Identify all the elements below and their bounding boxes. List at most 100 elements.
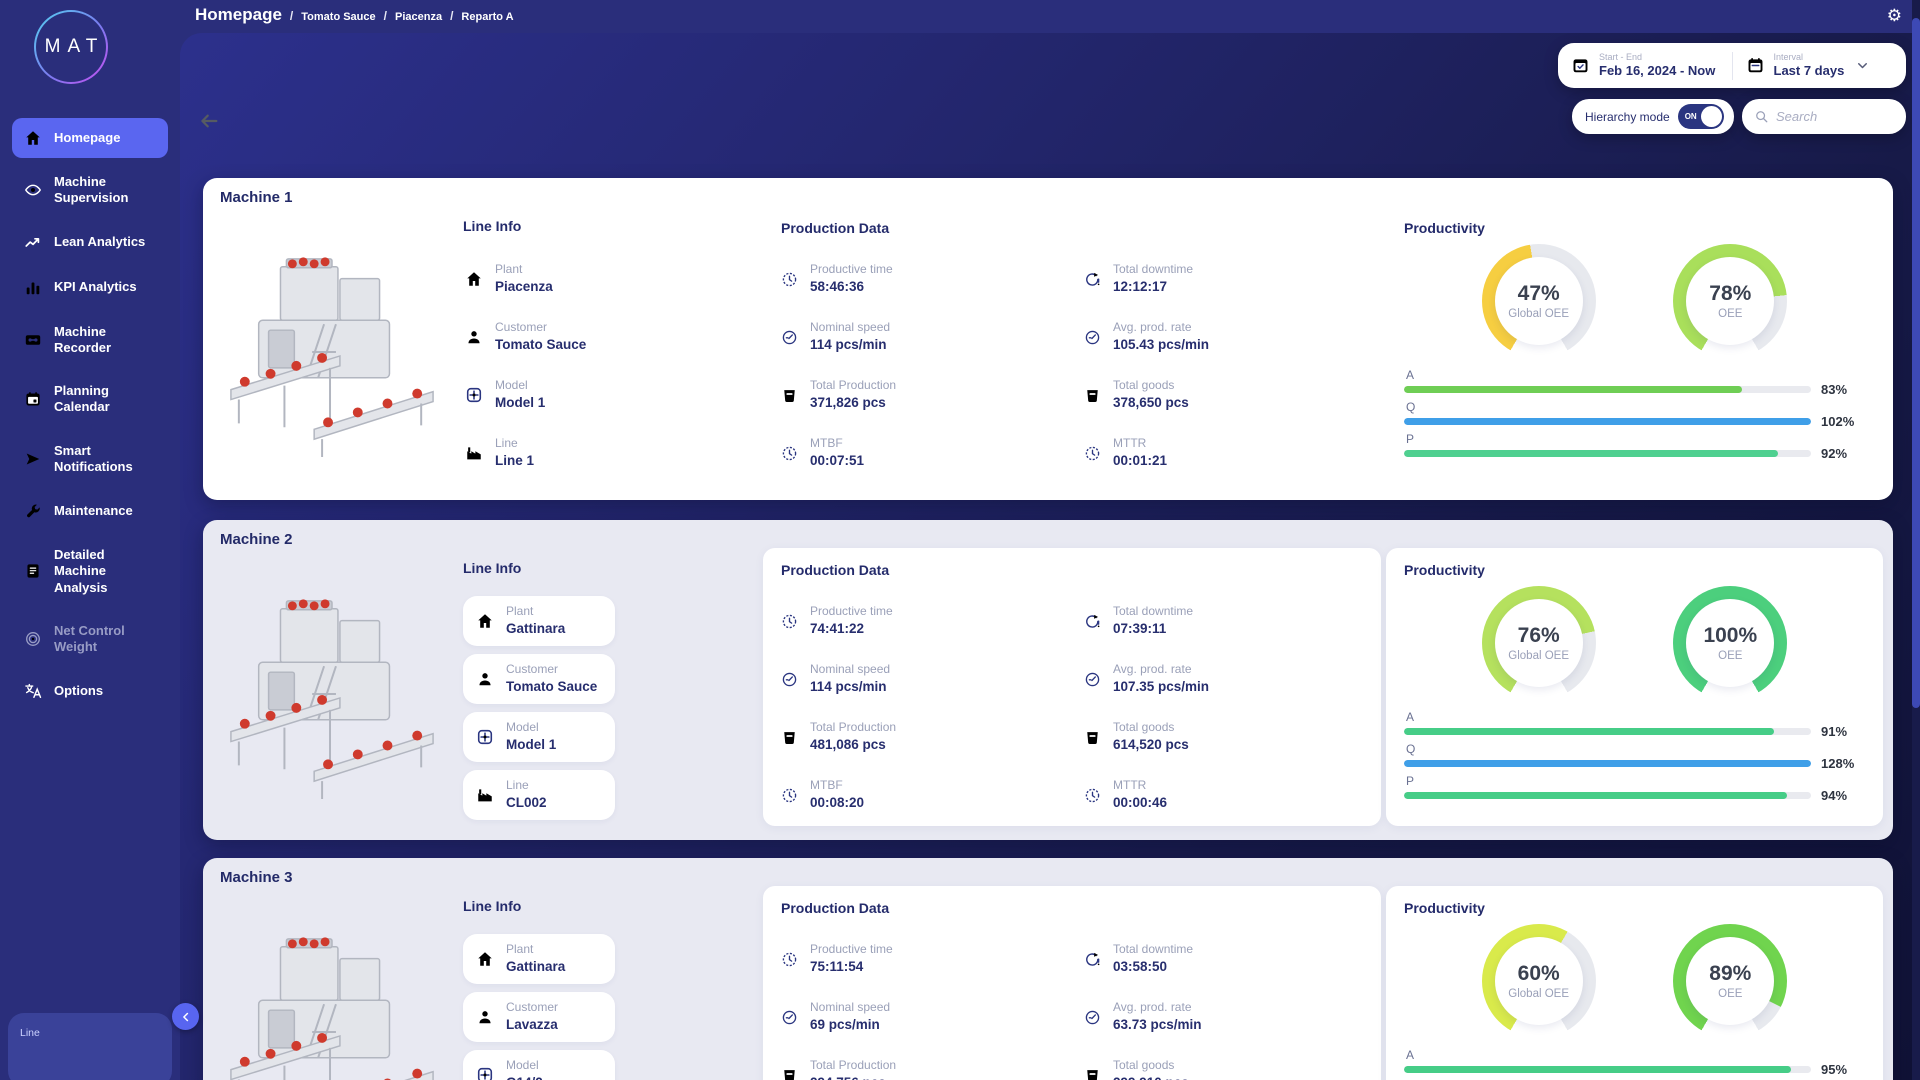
global-oee-gauge: 47% Global OEE [1481, 244, 1596, 358]
date-range-value: Feb 16, 2024 - Now [1599, 63, 1716, 78]
back-arrow-icon[interactable] [198, 110, 220, 132]
machine-title: Machine 2 [220, 531, 293, 548]
line-info-item-plant: Plant Piacenza [463, 254, 615, 304]
machine-card-3[interactable]: Machine 3 Line Info Plant Gattinara Custo… [203, 858, 1893, 1080]
sidebar-item-detailed-machine-analysis[interactable]: Detailed Machine Analysis [12, 536, 168, 607]
line-info-section: Line Info Plant Gattinara Customer Lavazza… [463, 898, 615, 1080]
chevron-left-icon [179, 1010, 193, 1024]
line-info-title: Line Info [463, 218, 522, 234]
sidebar-item-homepage[interactable]: Homepage [12, 118, 168, 158]
breadcrumb-item[interactable]: Reparto A [461, 11, 514, 23]
line-tooltip-label: Line [20, 1027, 40, 1039]
factory-icon [476, 786, 494, 804]
productivity-title: Productivity [1404, 900, 1485, 916]
production-item-mtbf: MTBF 00:08:20 [781, 766, 1060, 824]
sidebar-item-label: Options [54, 683, 104, 699]
divider [1731, 51, 1733, 80]
interval-value: Last 7 days [1773, 63, 1845, 78]
production-item-mttr: MTTR 00:01:21 [1084, 424, 1363, 482]
production-item-total-production: Total Production294,756 pcs [781, 1046, 1060, 1080]
downtime-icon [1084, 951, 1101, 968]
breadcrumb-separator [450, 7, 453, 25]
production-item-avg-prod-rate: Avg. prod. rate 63.73 pcs/min [1084, 988, 1363, 1046]
line-info-title: Line Info [463, 898, 522, 914]
production-item-mttr: MTTR 00:00:46 [1084, 766, 1363, 824]
sidebar-item-machine-supervision[interactable]: Machine Supervision [12, 163, 168, 218]
hierarchy-toggle[interactable]: ON [1677, 104, 1724, 129]
production-data-section: Production Data Productive time 74:41:22 … [763, 548, 1381, 826]
production-data-title: Production Data [781, 562, 890, 578]
breadcrumb-item[interactable]: Tomato Sauce [301, 11, 376, 23]
document-icon [24, 562, 42, 580]
user-icon [476, 670, 494, 688]
quality-bar-row: Q 102% [1404, 400, 1855, 429]
gear-icon [476, 1066, 494, 1080]
downtime-icon [1084, 613, 1101, 630]
sidebar-item-machine-recorder[interactable]: Machine Recorder [12, 313, 168, 368]
settings-gear-icon[interactable]: ⚙ [1886, 6, 1902, 25]
production-item-productive-time: Productive time 75:11:54 [781, 930, 1060, 988]
translate-icon [24, 682, 42, 700]
toggle-state-label: ON [1684, 112, 1697, 121]
interval-select[interactable]: Interval Last 7 days [1733, 52, 1907, 80]
machine-card-2[interactable]: Machine 2 Line Info Plant Gattinara Custo… [203, 520, 1893, 840]
productivity-title: Productivity [1404, 220, 1485, 236]
availability-bar-row: A 95% [1404, 1048, 1848, 1077]
sidebar-item-smart-notifications[interactable]: Smart Notifications [12, 432, 168, 487]
bucket-icon [781, 729, 798, 746]
user-icon [476, 1008, 494, 1026]
breadcrumb-item[interactable]: Piacenza [394, 11, 443, 23]
machine-card-1[interactable]: Machine 1 Line Info Plant Piacenza Custom… [203, 178, 1893, 500]
sidebar-item-kpi-analytics[interactable]: KPI Analytics [12, 268, 168, 308]
line-info-item-line: Line Line 1 [463, 428, 615, 478]
app-logo-text: MAT [36, 12, 106, 82]
chevron-down-icon [1855, 58, 1870, 73]
breadcrumb-root[interactable]: Homepage [195, 5, 282, 24]
line-info-item-customer: Customer Lavazza [463, 992, 615, 1042]
productivity-section: Productivity 47% Global OEE 78% OEE A 83% Q… [1386, 206, 1883, 484]
search-input[interactable] [1776, 109, 1894, 124]
scrollbar-thumb[interactable] [1912, 18, 1920, 708]
line-info-title: Line Info [463, 560, 522, 576]
date-range-label: Start - End [1599, 51, 1643, 62]
production-item-productive-time: Productive time 58:46:36 [781, 250, 1060, 308]
production-item-total-downtime: Total downtime 07:39:11 [1084, 592, 1363, 650]
target-icon [24, 630, 42, 648]
wrench-icon [24, 502, 42, 520]
date-range-picker[interactable]: Start - End Feb 16, 2024 - Now [1558, 52, 1732, 80]
line-info-item-line: Line CL002 [463, 770, 615, 820]
date-filter-pill: Start - End Feb 16, 2024 - Now Interval … [1558, 43, 1906, 88]
bucket-icon [781, 1067, 798, 1080]
productivity-title: Productivity [1404, 562, 1485, 578]
line-info-section: Line Info Plant Gattinara Customer Tomato … [463, 560, 615, 820]
oee-gauge: 100% OEE [1673, 586, 1788, 700]
sidebar-collapse-button[interactable] [172, 1003, 199, 1030]
speedometer-icon [1084, 1009, 1101, 1026]
sidebar-item-planning-calendar[interactable]: Planning Calendar [12, 372, 168, 427]
sidebar-item-net-control-weight[interactable]: Net Control Weight [12, 612, 168, 667]
home-icon [476, 950, 494, 968]
line-info-item-model: Model Model 1 [463, 712, 615, 762]
line-info-item-model: Model Model 1 [463, 370, 615, 420]
home-icon [476, 612, 494, 630]
bar-chart-icon [24, 279, 42, 297]
sidebar-item-options[interactable]: Options [12, 671, 168, 711]
sidebar-nav: Homepage Machine Supervision Lean Analyt… [0, 118, 180, 711]
line-info-section: Line Info Plant Piacenza Customer Tomato S… [463, 218, 615, 478]
speedometer-icon [1084, 671, 1101, 688]
gear-icon [465, 386, 483, 404]
hierarchy-mode-label: Hierarchy mode [1585, 109, 1670, 124]
sidebar-item-label: Homepage [54, 129, 121, 145]
clock-icon [1084, 787, 1101, 804]
sidebar-item-maintenance[interactable]: Maintenance [12, 491, 168, 531]
send-icon [24, 450, 42, 468]
sidebar-item-lean-analytics[interactable]: Lean Analytics [12, 223, 168, 263]
sidebar-item-label: Lean Analytics [54, 234, 146, 250]
line-info-item-customer: Customer Tomato Sauce [463, 312, 615, 362]
performance-bar-row: P 94% [1404, 774, 1848, 803]
app-logo[interactable]: MAT [34, 10, 108, 84]
machine-illustration [223, 580, 441, 805]
production-item-nominal-speed: Nominal speed 69 pcs/min [781, 988, 1060, 1046]
production-item-nominal-speed: Nominal speed 114 pcs/min [781, 650, 1060, 708]
machine-illustration [223, 238, 441, 463]
